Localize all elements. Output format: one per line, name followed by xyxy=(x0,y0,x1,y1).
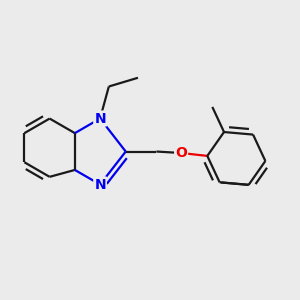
Text: O: O xyxy=(175,146,187,160)
Text: N: N xyxy=(94,112,106,126)
Text: N: N xyxy=(94,178,106,191)
